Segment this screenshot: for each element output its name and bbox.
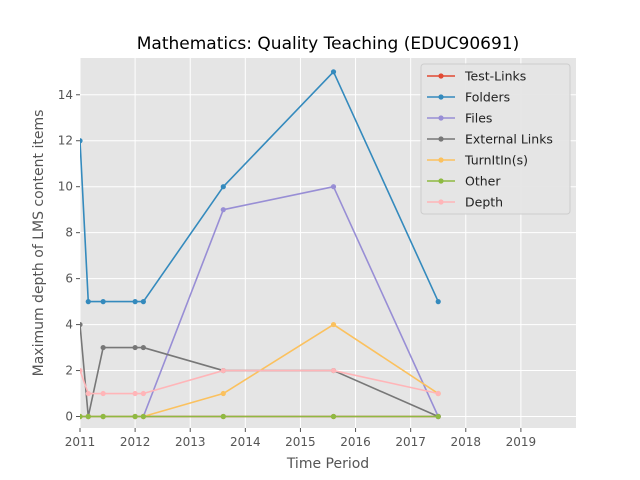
legend-label-depth: Depth [465,195,503,210]
x-tick-label: 2018 [451,435,482,449]
y-tick-label: 6 [65,272,73,286]
legend-marker-test-links [438,73,444,79]
legend-label-external-links: External Links [465,132,553,147]
data-point-external-links [100,344,106,351]
legend-marker-external-links [438,136,444,142]
x-axis-ticks: 2011 2012 2013 2014 2015 2016 2017 2018 2019 [65,428,536,449]
y-axis-ticks: 0 2 4 6 8 10 12 14 [58,88,80,424]
data-point-other [435,413,441,420]
data-point-files [330,184,337,190]
data-point-folders [132,299,138,305]
data-point-other [85,413,91,420]
x-tick-label: 2015 [285,435,316,449]
data-point-other [140,413,146,420]
legend-label-test-links: Test-Links [464,69,526,84]
y-tick-label: 4 [65,318,73,332]
data-point-depth [85,390,91,397]
data-point-other [100,413,106,420]
data-point-other [80,413,83,420]
x-axis-label: Time Period [286,456,369,472]
x-tick-label: 2011 [65,435,96,449]
y-tick-label: 12 [58,134,73,148]
y-tick-label: 8 [65,226,73,240]
y-tick-label: 14 [58,88,73,102]
data-point-folders [100,299,106,305]
series-depth [80,367,441,397]
data-point-depth [132,390,138,397]
y-axis-label: Maximum depth of LMS content items [31,110,47,377]
x-tick-label: 2012 [120,435,151,449]
data-point-depth [330,367,337,374]
data-point-depth [140,390,146,397]
x-tick-label: 2014 [230,435,261,449]
legend-marker-turnitin-s [438,157,444,163]
y-tick-label: 0 [65,410,73,424]
data-point-other [220,413,226,420]
legend-marker-other [438,178,444,184]
x-tick-label: 2016 [340,435,371,449]
legend: Test-Links Folders Files External Links Turn… [420,63,571,215]
data-point-external-links [132,344,138,351]
data-point-folders [140,299,146,305]
series-other [80,413,441,420]
series-folders [80,69,441,305]
data-point-folders [85,299,91,305]
data-point-depth [100,390,106,397]
legend-label-folders: Folders [465,90,510,105]
data-point-external-links [80,321,83,328]
data-point-folders [80,138,83,144]
chart-title: Mathematics: Quality Teaching (EDUC90691… [137,34,520,54]
data-point-depth [435,390,441,397]
x-tick-label: 2013 [175,435,206,449]
data-point-depth [220,367,226,374]
legend-label-turnitin-s: TurnItIn(s) [464,153,528,168]
data-point-other [330,413,337,420]
legend-label-files: Files [465,111,492,126]
legend-marker-depth [438,199,444,205]
data-point-other [132,413,138,420]
x-tick-label: 2019 [506,435,537,449]
legend-label-other: Other [465,174,501,189]
data-point-files [220,207,226,213]
data-point-turnitin-s [220,390,226,397]
x-tick-label: 2017 [395,435,426,449]
data-point-external-links [140,344,146,351]
legend-marker-files [438,115,444,121]
data-point-turnitin-s [330,321,337,328]
series-layer [80,69,441,420]
y-tick-label: 10 [58,180,73,194]
legend-box [420,63,571,215]
legend-marker-folders [438,94,444,100]
y-tick-label: 2 [65,364,73,378]
data-point-folders [435,299,441,305]
data-point-folders [330,69,337,75]
data-point-folders [220,184,226,190]
data-point-depth [80,367,83,374]
